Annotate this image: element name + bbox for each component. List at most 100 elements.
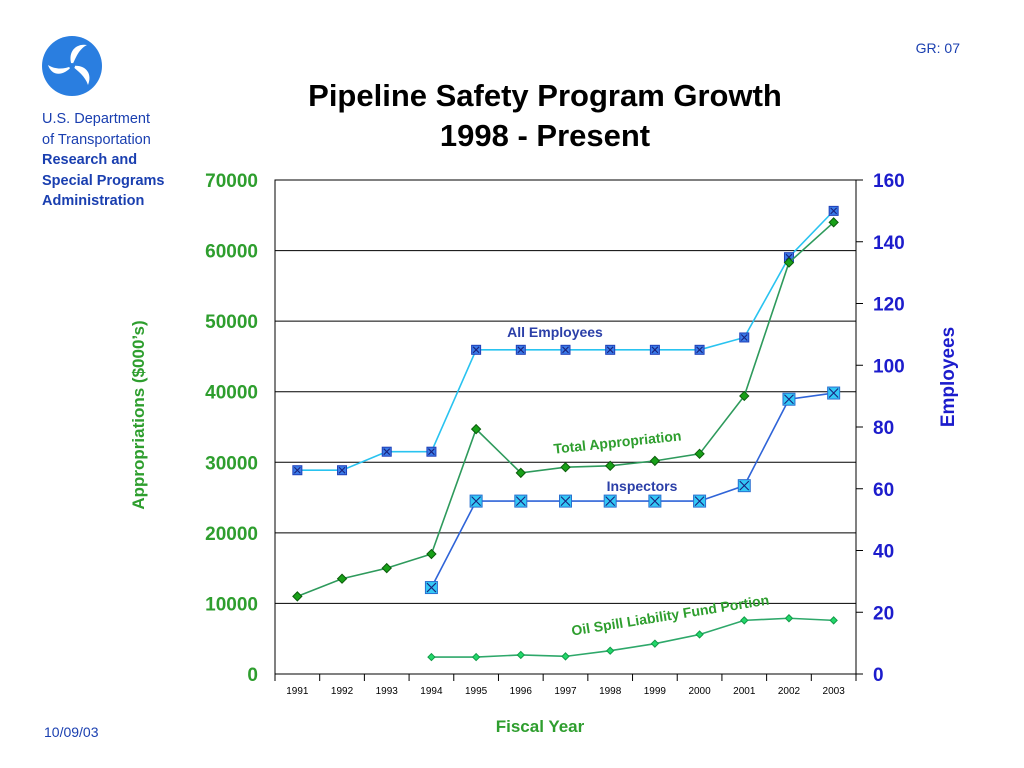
data-point [514, 494, 528, 508]
org-line-1: U.S. Department [42, 111, 150, 127]
data-point [605, 646, 615, 655]
series-oil-spill-liability-fund-portion [427, 614, 838, 662]
data-point-x [338, 466, 346, 474]
data-point-x [828, 388, 839, 398]
data-point [337, 465, 348, 476]
series-label: All Employees [507, 324, 603, 340]
x-tick-label: 2000 [688, 686, 711, 697]
data-point-x [562, 346, 569, 354]
x-tick-label: 2003 [823, 686, 846, 697]
data-point-x [426, 582, 437, 593]
organization-name: U.S. Department of Transportation Resear… [42, 109, 165, 212]
data-point [783, 257, 795, 268]
data-point [427, 652, 436, 662]
right-tick-label: 20 [873, 603, 894, 624]
y-axis-title: Appropriations ($000’s) [129, 320, 148, 509]
logo-swirls [48, 44, 90, 85]
data-point [469, 494, 483, 508]
data-point [515, 344, 526, 355]
org-bold-line-3: Administration [42, 193, 145, 209]
left-tick-label: 40000 [205, 383, 258, 404]
x-tick-label: 1997 [554, 686, 577, 697]
data-point [516, 650, 526, 660]
axis-layer: 0 10000 20000 30000 40000 50000 60000 70000 0 20 4… [129, 171, 959, 736]
data-point [336, 573, 348, 584]
series-line [297, 210, 835, 472]
data-point [559, 494, 572, 508]
series-line [431, 617, 834, 658]
data-point-x [649, 496, 660, 506]
x-tick-label: 1993 [376, 686, 399, 697]
data-point-x [739, 480, 750, 491]
x-tick-label: 1996 [510, 686, 533, 697]
right-tick-label: 100 [873, 356, 905, 377]
series-layer [292, 205, 841, 662]
data-point [471, 344, 482, 355]
data-point [605, 344, 616, 355]
data-point [784, 614, 794, 623]
data-point [381, 562, 392, 574]
data-point [603, 494, 617, 508]
data-point [426, 446, 437, 457]
data-point [470, 423, 482, 435]
data-point-x [383, 448, 391, 456]
data-point [827, 386, 841, 400]
footer-date: 10/09/03 [44, 724, 99, 740]
data-point [740, 616, 749, 625]
data-point-x [472, 346, 480, 354]
data-point [829, 616, 838, 625]
x-axis-title: Fiscal Year [496, 717, 585, 736]
x-tick-label: 1999 [644, 686, 667, 697]
series-label: Inspectors [607, 478, 678, 494]
data-point [381, 446, 392, 457]
data-point-x [606, 346, 614, 354]
data-point-x [605, 496, 616, 506]
series-line [430, 392, 834, 588]
data-point [737, 479, 751, 493]
data-point [649, 455, 661, 467]
left-tick-label: 70000 [205, 171, 258, 192]
data-point-x [517, 346, 525, 354]
data-point [426, 548, 437, 560]
series-all-employees [292, 205, 839, 476]
data-point [560, 344, 571, 355]
title-line-1: Pipeline Safety Program Growth [308, 78, 782, 113]
series-label: Total Appropriation [553, 427, 682, 456]
left-tick-label: 10000 [205, 594, 258, 615]
org-line-2: of Transportation [42, 131, 151, 148]
data-point [694, 344, 705, 355]
org-bold-line-2: Special Programs [42, 172, 165, 189]
data-point [828, 205, 839, 216]
data-point [560, 462, 571, 473]
data-point-x [560, 496, 571, 506]
data-point [649, 344, 660, 355]
x-tick-label: 1992 [331, 686, 354, 697]
right-tick-label: 120 [873, 295, 905, 316]
data-point [782, 392, 796, 406]
right-tick-label: 60 [873, 480, 894, 501]
x-tick-label: 2001 [733, 686, 756, 697]
chart-title: Pipeline Safety Program Growth 1998 - Pr… [190, 76, 900, 156]
data-point-x [515, 496, 526, 506]
x-tick-label: 2002 [778, 686, 801, 697]
data-point [648, 494, 662, 508]
series-line [297, 221, 835, 598]
data-point [292, 591, 303, 602]
label-layer: All Employees Inspectors Total Appropriati… [507, 324, 770, 639]
x-tick-label: 1994 [420, 686, 443, 697]
right-tick-label: 40 [873, 542, 894, 563]
series-label: Oil Spill Liability Fund Portion [570, 592, 770, 639]
dot-triskelion-logo [42, 36, 102, 96]
data-point-x [293, 466, 301, 474]
data-point [471, 652, 481, 662]
slide-code: GR: 07 [915, 40, 960, 56]
data-point-x [785, 253, 793, 261]
org-bold-line-1: Research and [42, 152, 138, 168]
right-tick-label: 160 [873, 171, 905, 192]
left-tick-label: 50000 [205, 312, 258, 333]
left-tick-label: 0 [247, 665, 258, 686]
data-point [604, 460, 616, 472]
data-point [693, 494, 707, 508]
data-point [515, 467, 527, 479]
data-point-x [428, 448, 435, 456]
